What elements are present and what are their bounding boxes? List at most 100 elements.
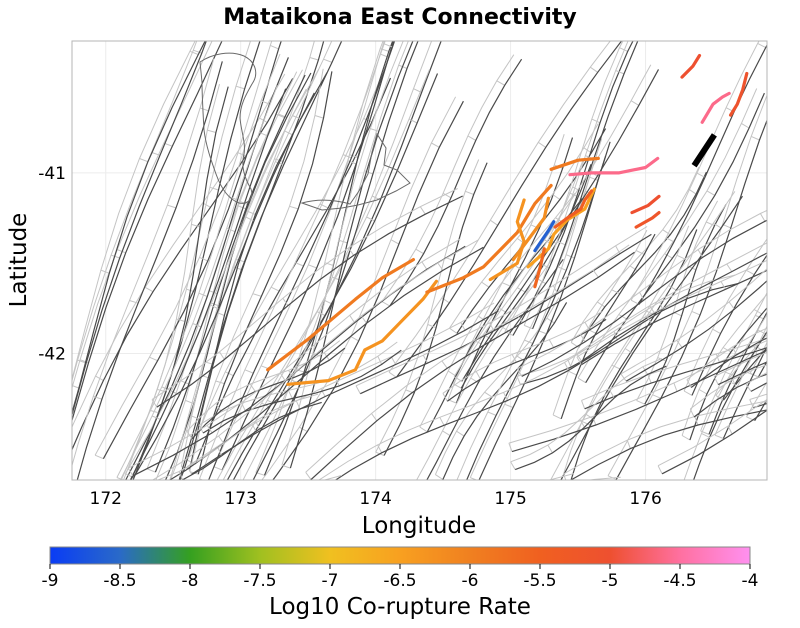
- fault-ribbon-rung: [85, 505, 86, 514]
- fault-trace: [581, 269, 767, 366]
- fault-ribbon-rung: [288, 370, 294, 378]
- fault-ribbon-edge: [186, 340, 341, 432]
- fault-ribbon-edge: [261, 96, 457, 480]
- fault-ribbon-rung: [681, 489, 689, 493]
- fault-ribbon-rung: [592, 269, 599, 278]
- fault-ribbon-edge: [375, 159, 480, 453]
- fault-ribbon-rung: [230, 521, 231, 530]
- fault-ribbon-rung: [618, 314, 627, 320]
- colorbar-tick-label: -5.5: [523, 571, 556, 591]
- fault-ribbon-rung: [238, 512, 246, 516]
- fault-ribbon-rung: [412, 504, 413, 513]
- colorbar-tick-label: -9: [42, 571, 59, 591]
- fault-ribbon-rung: [336, 515, 338, 524]
- fault-ribbon-rung: [210, 304, 219, 310]
- fault-ribbon-rung: [732, 379, 737, 388]
- rupture-section: [533, 220, 556, 253]
- rupture-section: [630, 194, 661, 215]
- fault-ribbon-edge: [715, 333, 767, 396]
- fault-ribbon-rung: [538, 141, 546, 148]
- fault-ribbon-rung: [259, 131, 268, 137]
- fault-ribbon-rung: [142, 498, 143, 507]
- fault-ribbon-rung: [235, 85, 245, 90]
- fault-ribbon-rung: [314, 516, 315, 525]
- fault-ribbon-rung: [213, 466, 223, 471]
- fault-ribbon-rung: [295, 400, 301, 410]
- colorbar-tick-label: -7.5: [243, 571, 276, 591]
- fault-ribbon-rung: [731, 346, 738, 356]
- fault-ribbon-edge: [452, 159, 584, 385]
- fault-ribbon-edge: [770, 28, 800, 335]
- fault-ribbon-rung: [442, 499, 444, 508]
- fault-trace: [383, 162, 488, 456]
- fault-ribbon-rung: [201, 522, 202, 531]
- fault-trace: [625, 280, 767, 382]
- fault-ribbon-rung: [548, 481, 550, 490]
- fault-ribbon-rung: [696, 172, 706, 178]
- y-tick-label: -41: [38, 164, 66, 184]
- y-axis-label: Latitude: [6, 213, 32, 308]
- fault-ribbon-edge: [151, 239, 479, 480]
- fault-ribbon-rung: [129, 300, 139, 304]
- fault-trace: [569, 409, 767, 480]
- fault-ribbon-rung: [676, 254, 686, 260]
- fault-ribbon-edge: [630, 41, 760, 301]
- fault-ribbon-rung: [639, 292, 645, 301]
- fault-ribbon-rung: [316, 521, 317, 530]
- fault-ribbon-rung: [252, 293, 262, 297]
- fault-ribbon-rung: [626, 440, 631, 449]
- fault-ribbon-rung: [441, 360, 448, 369]
- fault-ribbon-rung: [511, 354, 517, 363]
- rupture-section: [568, 156, 660, 177]
- fault-ribbon-edge: [127, 238, 461, 469]
- fault-ribbon-rung: [150, 494, 158, 497]
- fault-ribbon-rung: [199, 107, 209, 112]
- fault-ribbon-rung: [481, 281, 490, 288]
- fault-ribbon-rung: [557, 266, 567, 271]
- fault-ribbon-rung: [706, 190, 716, 196]
- fault-ribbon-rung: [316, 311, 326, 316]
- fault-ribbon-rung: [778, 259, 783, 266]
- fault-ribbon-rung: [77, 359, 87, 364]
- fault-ribbon-rung: [589, 176, 599, 181]
- chart-title: Mataikona East Connectivity: [223, 5, 576, 30]
- fault-ribbon-rung: [371, 413, 378, 422]
- fault-ribbon-edge: [576, 259, 767, 358]
- fault-ribbon-rung: [366, 216, 375, 222]
- fault-trace: [72, 41, 223, 423]
- fault-ribbon-rung: [510, 461, 516, 470]
- fault-ribbon-rung: [795, 380, 799, 388]
- rupture-section: [549, 156, 600, 171]
- fault-ribbon-rung: [697, 249, 704, 258]
- fault-ribbon-rung: [611, 364, 621, 370]
- fault-ribbon-rung: [741, 122, 750, 129]
- fault-ribbon-rung: [270, 286, 280, 292]
- fault-ribbon-edge: [700, 291, 767, 432]
- fault-ribbon-rung: [516, 376, 521, 385]
- fault-ribbon-rung: [564, 515, 565, 524]
- fault-ribbon-rung: [646, 315, 652, 324]
- fault-ribbon-rung: [231, 516, 232, 525]
- fault-ribbon-rung: [422, 354, 429, 364]
- rupture-section: [533, 247, 546, 289]
- fault-ribbon-rung: [314, 115, 324, 119]
- fault-trace: [221, 41, 395, 471]
- fault-ribbon-rung: [490, 219, 498, 226]
- fault-ribbon-rung: [294, 516, 295, 525]
- fault-ribbon-rung: [713, 376, 719, 385]
- fault-ribbon-rung: [284, 130, 293, 136]
- fault-ribbon-rung: [209, 186, 219, 191]
- fault-ribbon-rung: [779, 319, 787, 323]
- fault-ribbon-rung: [384, 43, 393, 48]
- fault-ribbon-rung: [478, 315, 487, 322]
- fault-ribbon-rung: [706, 221, 715, 227]
- fault-ribbon-rung: [753, 309, 763, 315]
- y-tick-label: -42: [38, 345, 66, 365]
- fault-ribbon-rung: [720, 281, 726, 290]
- fault-ribbon-rung: [691, 310, 701, 316]
- fault-ribbon-rung: [753, 346, 758, 355]
- fault-ribbon-rung: [151, 415, 161, 420]
- fault-ribbon-rung: [572, 511, 573, 520]
- fault-ribbon-rung: [698, 389, 708, 395]
